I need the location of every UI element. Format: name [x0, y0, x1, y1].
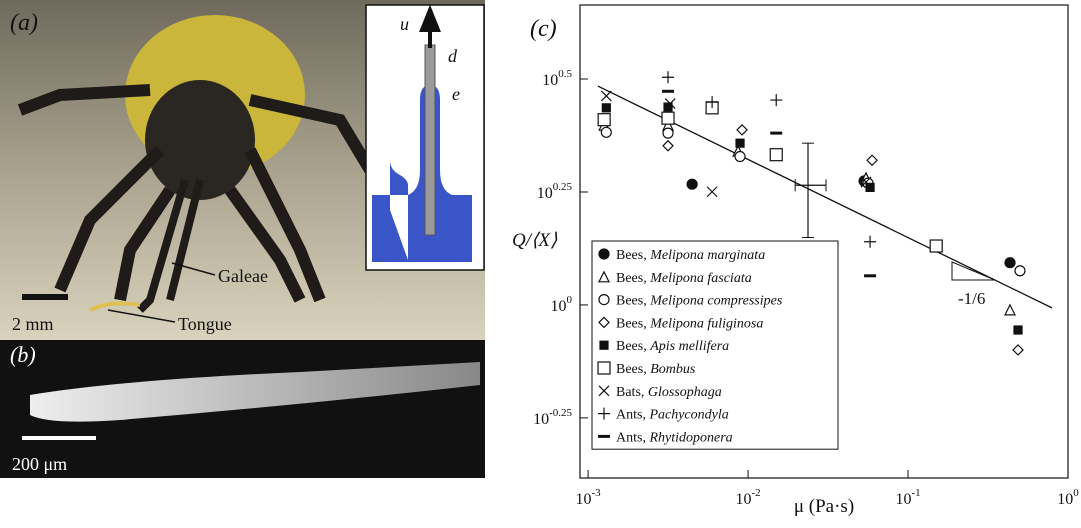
- tick-label: 10-1: [895, 487, 920, 508]
- tick-exponent: -1: [911, 487, 920, 499]
- point: [1005, 305, 1015, 315]
- legend-label: Bees, Melipona marginata: [616, 248, 765, 263]
- panel-label: (c): [530, 16, 557, 42]
- scale-label: 200 μm: [12, 454, 67, 474]
- point: [770, 149, 782, 161]
- tick-exponent: -3: [592, 487, 602, 499]
- tick-base: 10: [735, 491, 751, 508]
- legend-label: Bees, Melipona compressipes: [616, 294, 783, 309]
- tick-base: 10: [1057, 491, 1073, 508]
- tick-exponent: -0.25: [549, 407, 572, 419]
- point: [864, 236, 876, 248]
- panel-label: (b): [10, 342, 36, 367]
- point: [599, 295, 609, 305]
- tongue-rod: [425, 45, 435, 235]
- point: [707, 187, 717, 197]
- figure: (a) Galeae Tongue 2 mm u d e (b) 200 μm …: [0, 0, 1081, 523]
- panel-a: (a) Galeae Tongue 2 mm u d e: [0, 0, 485, 340]
- tick-exponent: 0: [567, 294, 573, 306]
- tick-label: 10-0.25: [533, 407, 572, 428]
- point: [1005, 258, 1015, 268]
- point: [737, 125, 747, 135]
- legend-label: Ants, Pachycondyla: [616, 408, 729, 423]
- tick-exponent: 0.5: [558, 68, 572, 80]
- y-axis-label: Q/⟨X⟩: [512, 230, 558, 251]
- tick-label: 100.5: [542, 68, 572, 89]
- tick-exponent: 0: [1073, 487, 1079, 499]
- scale-bar: [22, 294, 68, 300]
- scale-label: 2 mm: [12, 314, 54, 334]
- tick-base: 10: [895, 491, 911, 508]
- point: [866, 183, 874, 191]
- scale-bar: [22, 436, 96, 440]
- tick-base: 10: [537, 185, 553, 202]
- tick-label: 100: [551, 294, 573, 315]
- legend-label: Ants, Rhytidoponera: [616, 430, 733, 445]
- tick-exponent: 0.25: [553, 181, 573, 193]
- point: [662, 71, 674, 83]
- tick-base: 10: [576, 491, 592, 508]
- tick-base: 10: [533, 411, 549, 428]
- point: [736, 139, 744, 147]
- point: [598, 114, 610, 126]
- legend-label: Bats, Glossophaga: [616, 385, 722, 400]
- point: [601, 127, 611, 137]
- label-u: u: [400, 14, 409, 34]
- point: [770, 94, 782, 106]
- tick-base: 10: [551, 298, 567, 315]
- point: [867, 155, 877, 165]
- label-d: d: [448, 46, 458, 66]
- tick-label: 10-3: [576, 487, 602, 508]
- slope-triangle: [952, 262, 995, 280]
- point: [687, 179, 697, 189]
- tick-label: 100: [1057, 487, 1079, 508]
- x-axis-label: μ (Pa·s): [794, 496, 854, 517]
- panel-label: (a): [10, 10, 38, 36]
- point: [662, 112, 674, 124]
- tick-label: 100.25: [537, 181, 573, 202]
- point: [1013, 345, 1023, 355]
- label-e: e: [452, 84, 460, 104]
- point: [600, 341, 608, 349]
- legend-label: Bees, Melipona fuliginosa: [616, 316, 763, 331]
- point: [930, 240, 942, 252]
- point: [598, 362, 610, 374]
- point: [602, 104, 610, 112]
- annotation: Galeae: [218, 266, 268, 286]
- point: [1014, 326, 1022, 334]
- point: [1015, 266, 1025, 276]
- legend-label: Bees, Apis mellifera: [616, 339, 729, 354]
- tick-base: 10: [542, 72, 558, 89]
- tick-label: 10-2: [735, 487, 760, 508]
- point: [601, 91, 611, 101]
- point: [735, 152, 745, 162]
- tick-exponent: -2: [751, 487, 760, 499]
- point: [663, 141, 673, 151]
- annotation: Tongue: [178, 314, 232, 334]
- panel-b: (b) 200 μm: [0, 340, 485, 478]
- slope-label: -1/6: [958, 289, 985, 308]
- legend-label: Bees, Bombus: [616, 362, 696, 377]
- point: [599, 249, 609, 259]
- point: [663, 128, 673, 138]
- legend-label: Bees, Melipona fasciata: [616, 271, 752, 286]
